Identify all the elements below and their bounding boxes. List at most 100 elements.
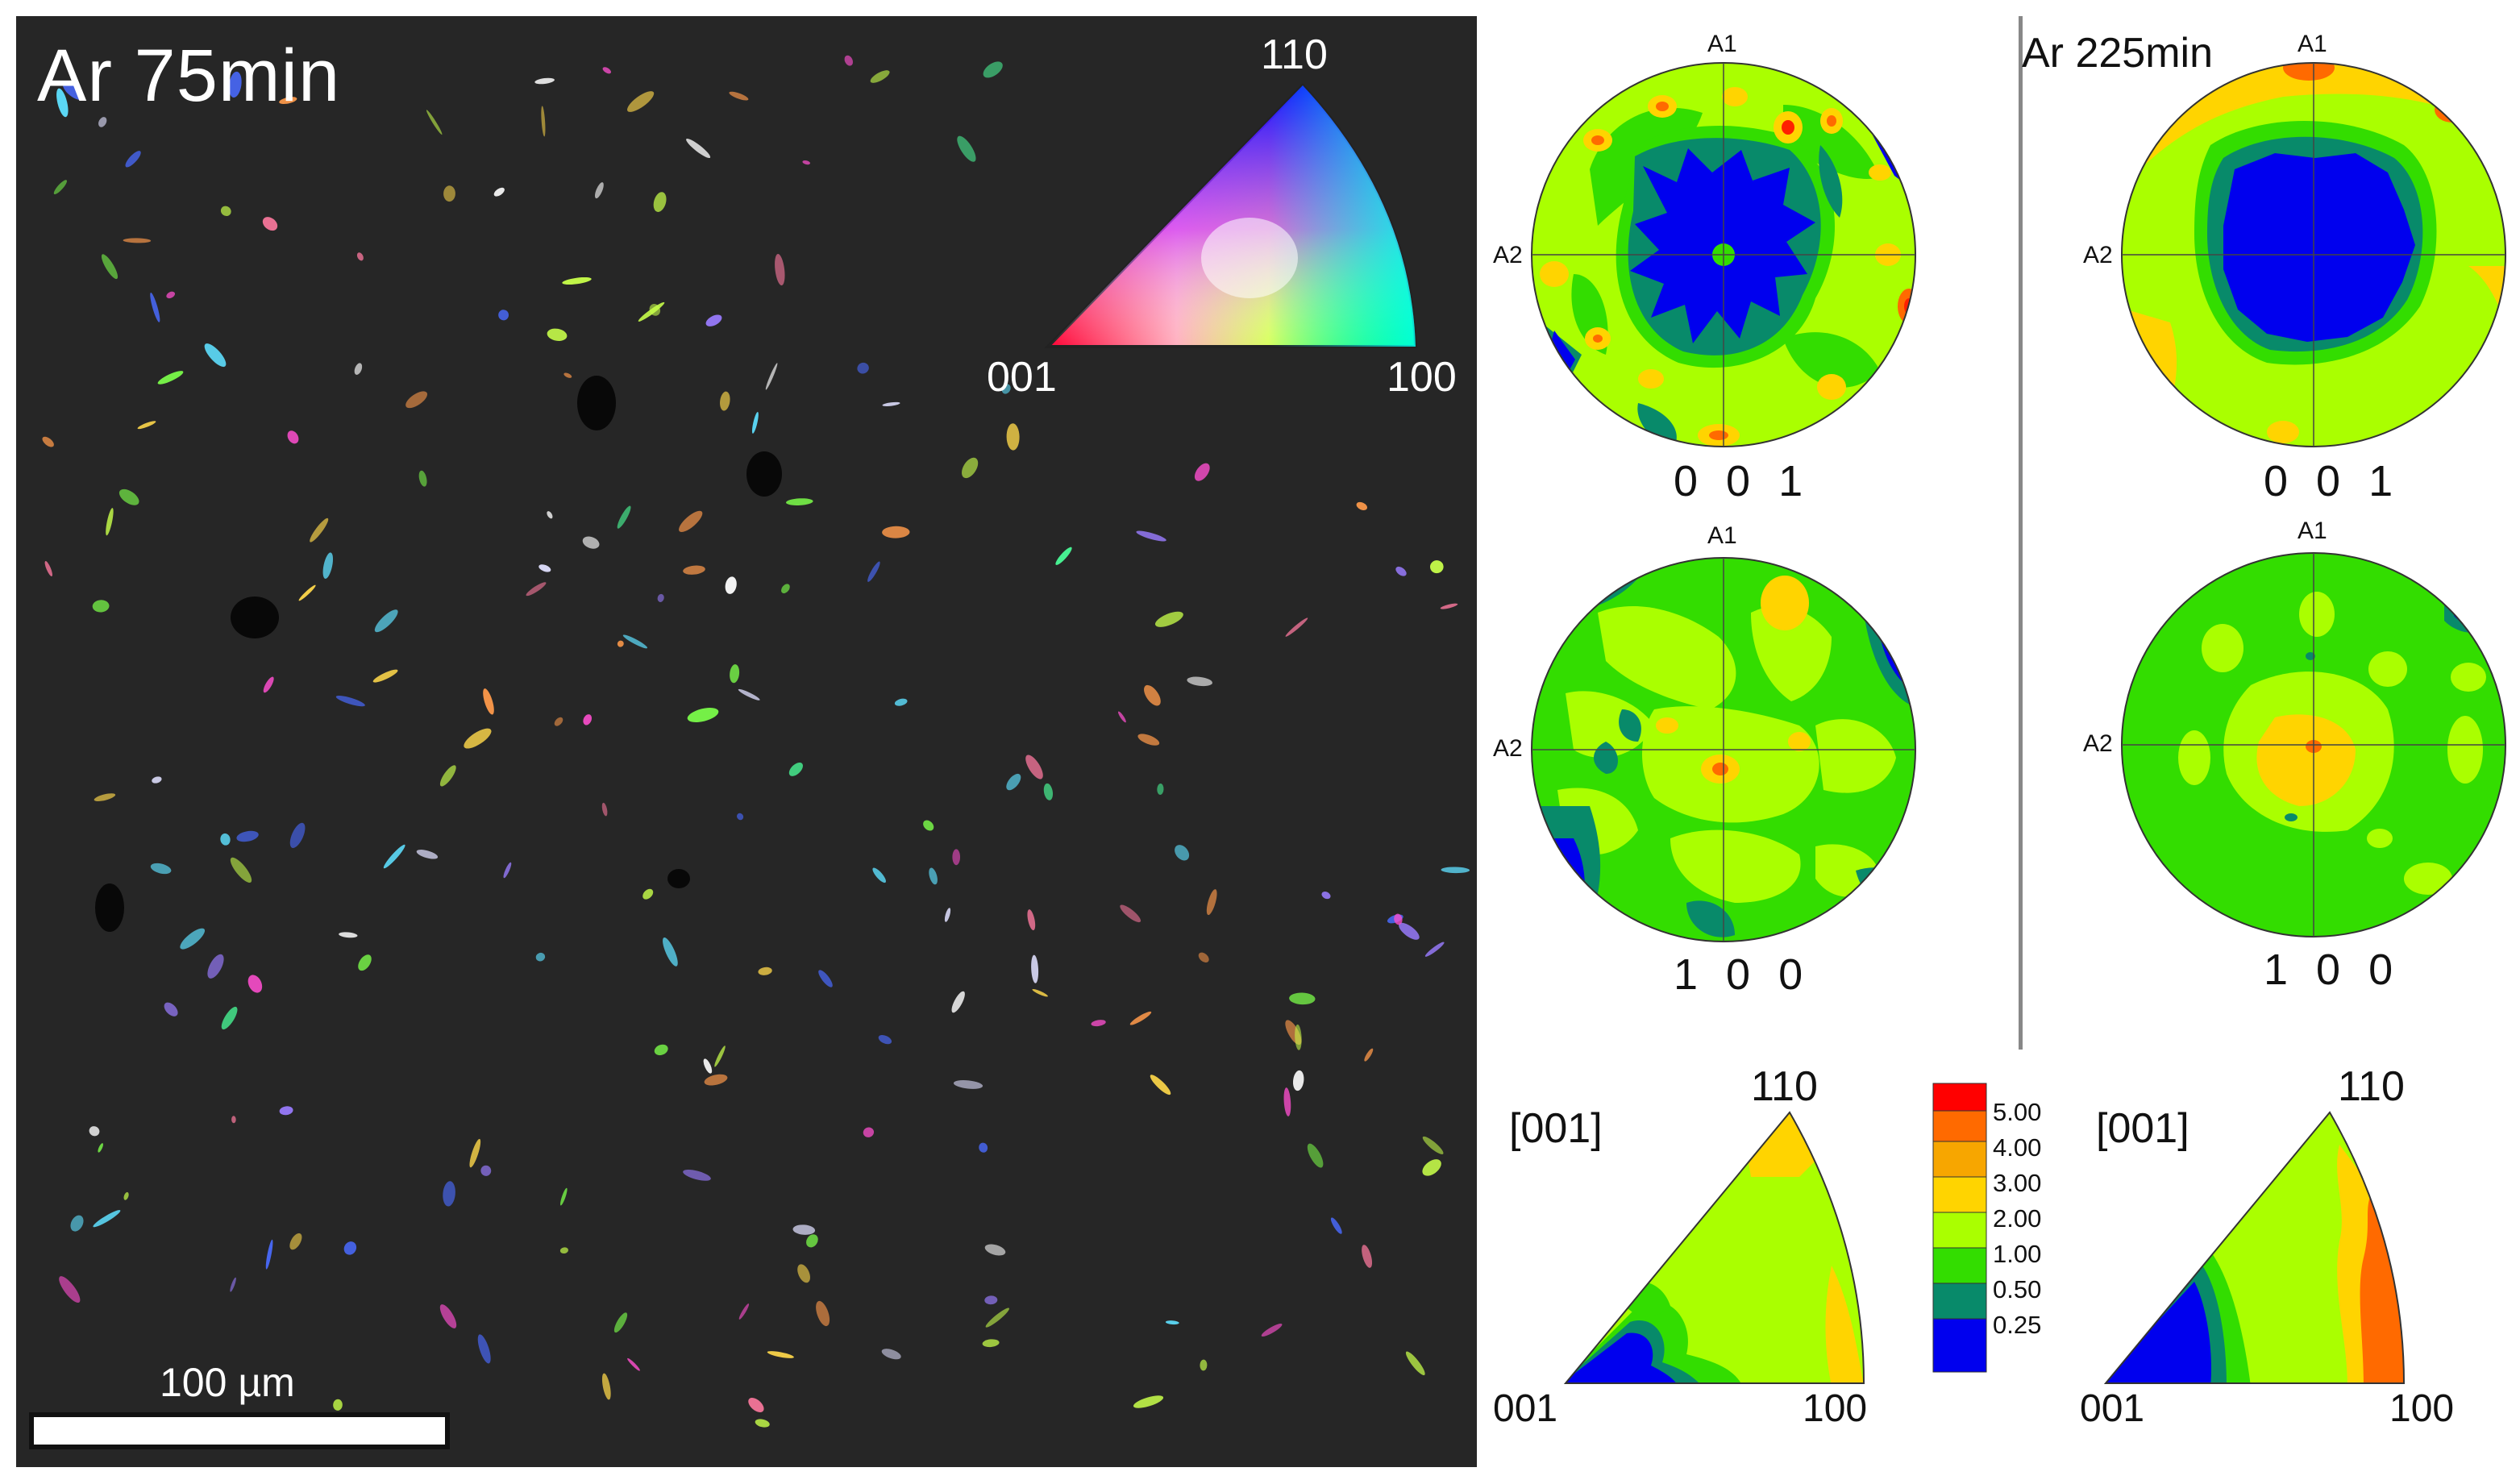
grain: [1031, 954, 1039, 983]
grain: [230, 1277, 236, 1292]
grain: [1117, 711, 1126, 723]
grain: [601, 802, 608, 817]
legend-swatch-2: [1932, 1110, 1987, 1142]
grain: [150, 863, 172, 875]
grain: [535, 952, 546, 962]
grain: [333, 1399, 343, 1411]
grain: [1043, 783, 1054, 800]
ipf-key-label-001: 001: [987, 354, 1057, 401]
grain: [638, 301, 665, 322]
grain: [204, 343, 227, 368]
ipf-225-label-110: 110: [2338, 1063, 2405, 1110]
ipf-225-dir: [001]: [2096, 1105, 2189, 1152]
legend-value: 2.00: [1993, 1204, 2042, 1233]
grain: [42, 436, 54, 447]
grain: [867, 561, 880, 582]
grain: [228, 71, 242, 98]
grain: [1422, 1159, 1441, 1176]
grain: [298, 584, 316, 601]
grain: [729, 91, 749, 101]
grain: [1283, 1087, 1291, 1116]
pf-225-001-label: 0 0 1: [2264, 457, 2401, 505]
grain: [878, 1034, 892, 1045]
ipf-75-label-001: 001: [1493, 1387, 1558, 1430]
grain: [788, 762, 803, 776]
grain: [1157, 784, 1164, 795]
grain: [287, 430, 299, 444]
grain: [339, 932, 358, 938]
grain: [704, 1074, 728, 1086]
grain: [1032, 988, 1048, 997]
ipf-75-label-100: 100: [1803, 1387, 1868, 1430]
grain: [119, 488, 139, 505]
grain: [1136, 530, 1166, 542]
grain: [322, 552, 334, 579]
grain: [818, 970, 833, 987]
grain: [166, 291, 176, 299]
grain: [1440, 603, 1458, 609]
grain-overlay: [42, 55, 1470, 1441]
legend-value: 0.25: [1993, 1311, 2042, 1339]
grain: [1261, 1324, 1283, 1337]
grain: [844, 55, 854, 66]
grain: [62, 81, 84, 100]
grain: [89, 1126, 100, 1137]
grain: [797, 1264, 810, 1283]
grain: [730, 664, 740, 684]
grain: [984, 1244, 1006, 1256]
grain: [1091, 1020, 1106, 1027]
grain: [98, 1143, 103, 1153]
grain: [1422, 1136, 1444, 1154]
ipf-color-key: [1044, 83, 1418, 348]
pf-75-001-label: 0 0 1: [1674, 457, 1811, 505]
grain-scatter: [42, 55, 1470, 1441]
grain: [426, 110, 443, 135]
grain: [982, 1339, 1000, 1348]
grain: [738, 688, 760, 701]
grain: [622, 634, 648, 649]
grain: [289, 1233, 302, 1250]
grain: [416, 850, 439, 859]
grain: [683, 565, 705, 575]
dataset-title-225: Ar 225min: [2022, 30, 2213, 77]
grain: [443, 185, 455, 202]
grain: [503, 862, 512, 879]
grain: [123, 1191, 129, 1200]
grain: [802, 160, 810, 165]
pole-figure-75-100: [1531, 557, 1916, 942]
pf-225-001-a2: A2: [2083, 242, 2113, 268]
grain: [477, 1334, 491, 1364]
grain: [563, 372, 572, 378]
grain: [1187, 676, 1212, 687]
grain: [1165, 1320, 1179, 1325]
grain: [1154, 611, 1183, 627]
pf-225-100-a1: A1: [2298, 518, 2327, 544]
legend-swatch-1: [1932, 1083, 1987, 1112]
grain: [383, 844, 405, 869]
grain: [279, 97, 297, 104]
grain: [951, 991, 965, 1013]
grain: [582, 536, 600, 549]
legend-value: 3.00: [1993, 1169, 2042, 1197]
grain: [263, 676, 274, 693]
grain: [562, 276, 592, 285]
grain: [464, 728, 492, 749]
grain: [358, 954, 372, 971]
ipf-75-dir: [001]: [1509, 1105, 1603, 1152]
grain: [560, 1187, 568, 1206]
grain: [758, 967, 772, 975]
grain: [356, 252, 364, 261]
legend-swatch-4: [1932, 1176, 1987, 1213]
grain: [870, 70, 890, 83]
pf-75-001-a1: A1: [1707, 31, 1737, 57]
grain: [863, 1127, 875, 1137]
grain: [335, 695, 365, 707]
grain: [1364, 1048, 1374, 1062]
grain: [1206, 889, 1217, 916]
grain: [953, 1079, 983, 1089]
grain: [231, 1116, 236, 1124]
grain: [541, 106, 546, 137]
grain: [1405, 1351, 1425, 1376]
grain: [882, 526, 910, 538]
grain: [289, 822, 306, 849]
